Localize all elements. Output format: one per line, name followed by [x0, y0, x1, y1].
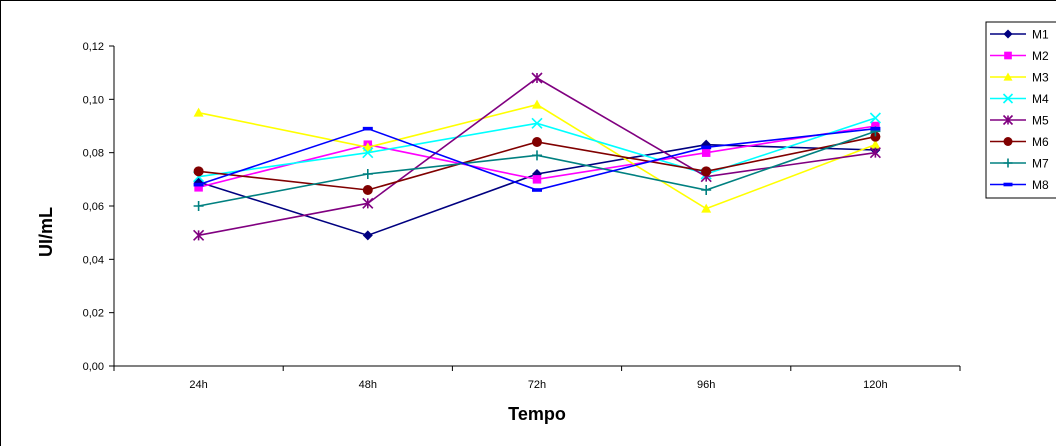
data-point — [1003, 182, 1013, 187]
data-point — [1003, 72, 1013, 81]
legend-box — [985, 21, 1056, 199]
data-point — [193, 229, 205, 241]
y-tick-label: 0,02 — [83, 308, 104, 320]
series-m8 — [193, 126, 881, 192]
series-m7 — [193, 126, 881, 211]
x-tick-label: 24h — [189, 379, 207, 391]
data-point — [1002, 93, 1014, 104]
legend-label: M1 — [1032, 28, 1049, 42]
y-tick-label: 0,12 — [83, 41, 104, 53]
y-axis: 0,00 0,02 0,04 0,06 0,08 0,10 0,12 — [83, 41, 115, 373]
data-point — [193, 182, 204, 187]
data-point — [870, 139, 881, 149]
data-point — [193, 166, 204, 177]
legend-item-m6: M6 — [990, 135, 1049, 149]
data-point — [193, 107, 204, 117]
y-tick-label: 0,00 — [83, 361, 104, 373]
data-point — [1003, 137, 1013, 146]
legend-item-m1: M1 — [990, 28, 1049, 42]
data-point — [869, 147, 881, 159]
data-point — [362, 197, 374, 209]
data-point — [1004, 51, 1012, 60]
data-point — [532, 150, 542, 161]
data-point — [194, 183, 203, 192]
data-point — [701, 148, 711, 157]
data-point — [362, 126, 373, 131]
data-point — [871, 121, 880, 131]
data-point — [532, 99, 542, 109]
data-point — [532, 188, 542, 192]
y-tick-label: 0,04 — [83, 254, 104, 266]
data-point — [532, 175, 542, 184]
y-tick-label: 0,08 — [83, 148, 104, 160]
legend-item-m2: M2 — [990, 49, 1049, 63]
series-m6 — [193, 131, 881, 195]
x-tick-label: 96h — [697, 379, 715, 391]
legend-item-m7: M7 — [990, 157, 1049, 171]
data-point — [1002, 114, 1014, 126]
data-point — [869, 112, 881, 124]
legend-label: M2 — [1032, 49, 1049, 63]
series-layer — [193, 72, 881, 241]
legend-label: M6 — [1032, 135, 1049, 149]
data-point — [1003, 158, 1013, 168]
data-point — [362, 185, 373, 195]
legend-item-m5: M5 — [990, 114, 1049, 128]
legend-label: M7 — [1032, 157, 1049, 171]
x-axis: 24h 48h 72h 96h 120h — [113, 365, 961, 391]
data-point — [701, 185, 712, 195]
series-m5 — [193, 72, 881, 241]
data-point — [701, 145, 712, 150]
legend-item-m3: M3 — [990, 71, 1049, 85]
legend-label: M3 — [1032, 71, 1049, 85]
x-axis-title: Tempo — [508, 404, 566, 424]
data-point — [362, 230, 373, 241]
x-tick-label: 72h — [528, 379, 546, 391]
legend-label: M4 — [1032, 92, 1049, 106]
legend-label: M8 — [1032, 178, 1049, 192]
legend-item-m8: M8 — [990, 178, 1049, 192]
data-point — [870, 126, 881, 131]
data-point — [362, 147, 374, 159]
data-point — [870, 131, 881, 142]
y-tick-label: 0,10 — [83, 94, 104, 106]
data-point — [701, 166, 712, 177]
data-point — [701, 203, 712, 213]
legend-label: M5 — [1032, 114, 1049, 128]
data-point — [362, 169, 373, 179]
x-tick-label: 48h — [359, 379, 377, 391]
data-point — [531, 117, 543, 129]
x-tick-label: 120h — [863, 379, 887, 391]
data-point — [1003, 29, 1013, 39]
y-tick-label: 0,06 — [83, 201, 104, 213]
data-point — [532, 137, 542, 147]
legend: M1 M2 M3 M4 M5 M6 M7 M8 — [985, 21, 1056, 199]
data-point — [531, 72, 543, 84]
data-point — [193, 201, 204, 211]
legend-item-m4: M4 — [990, 92, 1049, 106]
y-axis-title: UI/mL — [36, 207, 56, 257]
